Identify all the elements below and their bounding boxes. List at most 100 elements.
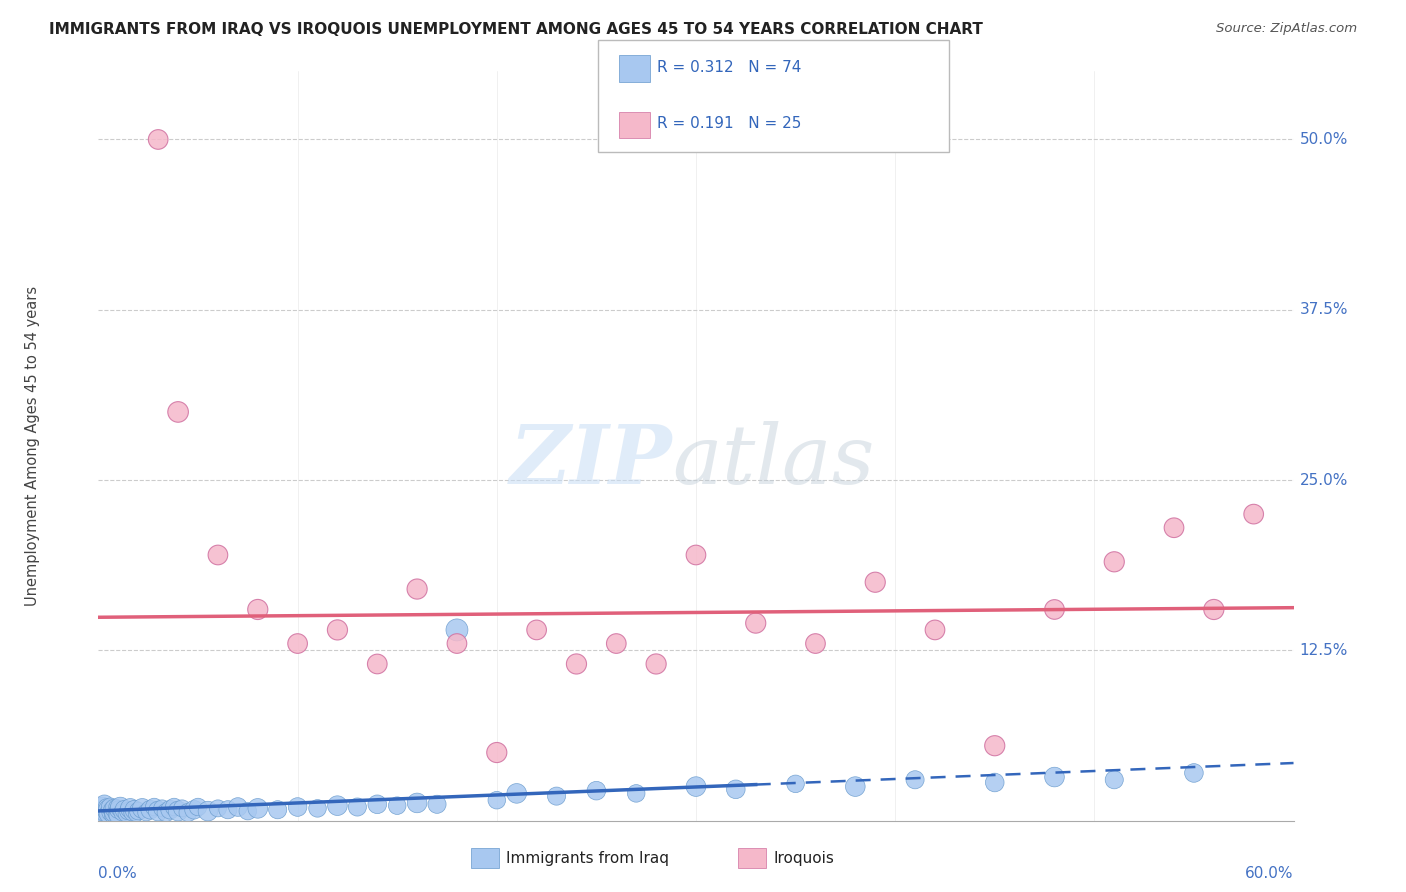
Text: 50.0%: 50.0% bbox=[1299, 132, 1348, 147]
Point bbox=[105, 806, 128, 821]
Point bbox=[177, 805, 200, 820]
Point bbox=[446, 636, 468, 650]
Text: 0.0%: 0.0% bbox=[98, 865, 138, 880]
Point bbox=[183, 803, 205, 817]
Point bbox=[121, 805, 143, 820]
Point bbox=[984, 775, 1007, 789]
Point bbox=[1043, 770, 1066, 784]
Point bbox=[124, 803, 146, 817]
Point bbox=[724, 782, 747, 797]
Point bbox=[101, 803, 124, 817]
Point bbox=[117, 804, 139, 818]
Point bbox=[1202, 602, 1225, 616]
Text: Unemployment Among Ages 45 to 54 years: Unemployment Among Ages 45 to 54 years bbox=[25, 286, 41, 606]
Point bbox=[904, 772, 927, 787]
Point bbox=[150, 801, 173, 815]
Point bbox=[1243, 507, 1265, 521]
Point bbox=[131, 801, 153, 815]
Point bbox=[107, 808, 129, 822]
Point bbox=[98, 805, 122, 820]
Point bbox=[236, 804, 259, 818]
Point bbox=[91, 803, 114, 817]
Point bbox=[101, 808, 124, 822]
Point bbox=[406, 796, 429, 810]
Point bbox=[366, 657, 388, 671]
Text: ZIP: ZIP bbox=[509, 421, 672, 501]
Point bbox=[1104, 555, 1126, 569]
Point bbox=[167, 804, 190, 818]
Point bbox=[105, 800, 128, 814]
Point bbox=[103, 805, 125, 820]
Point bbox=[217, 803, 239, 817]
Text: atlas: atlas bbox=[672, 421, 875, 501]
Point bbox=[167, 405, 190, 419]
Point bbox=[346, 800, 368, 814]
Point bbox=[98, 800, 122, 814]
Point bbox=[148, 804, 170, 818]
Point bbox=[526, 623, 548, 637]
Point bbox=[785, 777, 807, 791]
Point bbox=[844, 780, 866, 794]
Point bbox=[1104, 772, 1126, 787]
Point bbox=[125, 806, 148, 821]
Text: 25.0%: 25.0% bbox=[1299, 473, 1348, 488]
Point bbox=[446, 623, 468, 637]
Point bbox=[984, 739, 1007, 753]
Point bbox=[93, 806, 115, 821]
Point bbox=[97, 806, 120, 821]
Point bbox=[287, 800, 309, 814]
Point bbox=[626, 786, 648, 800]
Point bbox=[426, 797, 449, 812]
Text: R = 0.312   N = 74: R = 0.312 N = 74 bbox=[657, 61, 801, 75]
Text: 12.5%: 12.5% bbox=[1299, 643, 1348, 657]
Point bbox=[110, 800, 132, 814]
Point bbox=[135, 805, 157, 820]
Text: 37.5%: 37.5% bbox=[1299, 302, 1348, 318]
Point bbox=[93, 797, 115, 812]
Point bbox=[89, 806, 111, 821]
Point bbox=[246, 801, 269, 815]
Point bbox=[865, 575, 887, 590]
Point bbox=[112, 803, 135, 817]
Point bbox=[326, 798, 349, 813]
Point bbox=[207, 548, 229, 562]
Point bbox=[187, 800, 209, 814]
Point bbox=[745, 616, 768, 631]
Point bbox=[685, 780, 707, 794]
Point bbox=[1043, 602, 1066, 616]
Point bbox=[366, 797, 388, 812]
Point bbox=[197, 804, 219, 818]
Point bbox=[120, 801, 142, 815]
Point bbox=[685, 548, 707, 562]
Point bbox=[1182, 766, 1205, 780]
Point bbox=[804, 636, 827, 650]
Point bbox=[139, 803, 162, 817]
Point bbox=[159, 803, 181, 817]
Point bbox=[115, 806, 138, 821]
Text: IMMIGRANTS FROM IRAQ VS IROQUOIS UNEMPLOYMENT AMONG AGES 45 TO 54 YEARS CORRELAT: IMMIGRANTS FROM IRAQ VS IROQUOIS UNEMPLO… bbox=[49, 22, 983, 37]
Point bbox=[207, 801, 229, 815]
Point bbox=[246, 602, 269, 616]
Text: R = 0.191   N = 25: R = 0.191 N = 25 bbox=[657, 117, 801, 131]
Point bbox=[155, 805, 177, 820]
Point bbox=[172, 801, 194, 815]
Point bbox=[565, 657, 588, 671]
Point bbox=[143, 800, 166, 814]
Point bbox=[385, 798, 409, 813]
Text: 60.0%: 60.0% bbox=[1246, 865, 1294, 880]
Point bbox=[605, 636, 627, 650]
Point bbox=[485, 746, 508, 760]
Point bbox=[287, 636, 309, 650]
Point bbox=[645, 657, 668, 671]
Point bbox=[96, 800, 118, 814]
Point bbox=[1163, 521, 1185, 535]
Text: Iroquois: Iroquois bbox=[773, 851, 834, 865]
Point bbox=[91, 800, 114, 814]
Point bbox=[96, 804, 118, 818]
Point bbox=[924, 623, 946, 637]
Point bbox=[103, 801, 125, 815]
Point bbox=[127, 804, 149, 818]
Point bbox=[163, 800, 186, 814]
Point bbox=[585, 783, 607, 797]
Point bbox=[506, 786, 529, 800]
